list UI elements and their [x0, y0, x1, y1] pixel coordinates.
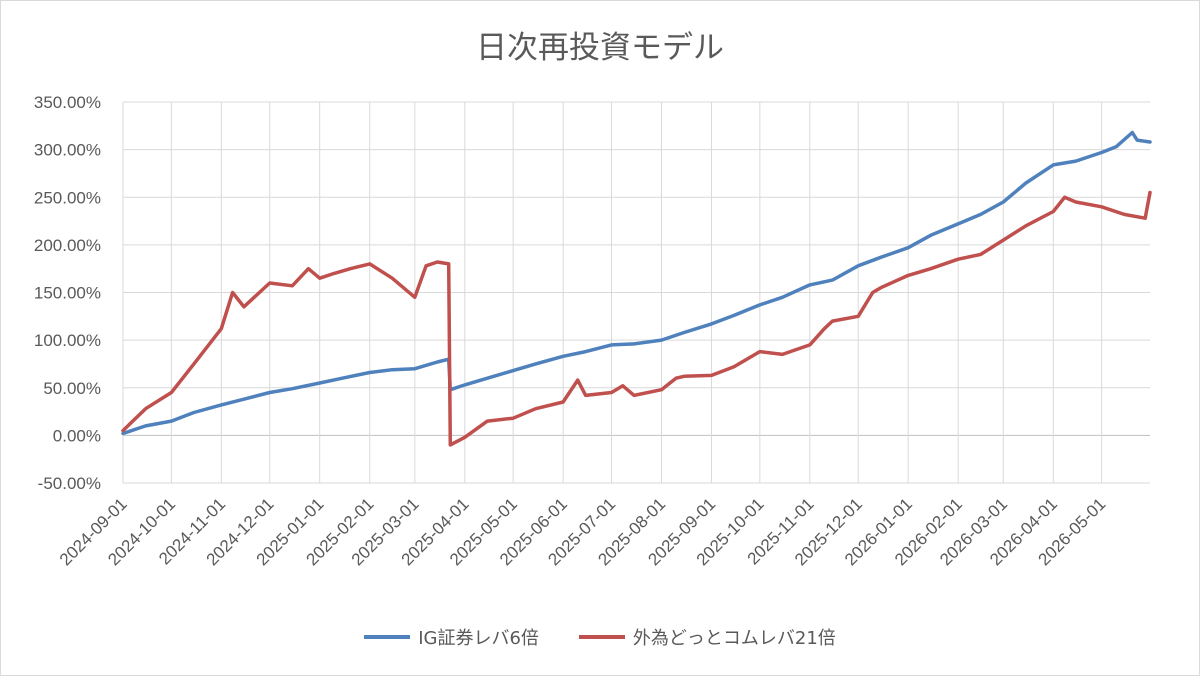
- series-lines: [121, 130, 1152, 447]
- legend-swatch-ig: [364, 635, 411, 639]
- legend-label-gaitame: 外為どっとコムレバ21倍: [632, 628, 836, 649]
- y-tick-label: 100.00%: [34, 331, 101, 350]
- chart-title: 日次再投資モデル: [476, 30, 724, 66]
- y-tick-label: 250.00%: [34, 188, 101, 207]
- y-tick-label: 200.00%: [34, 236, 101, 255]
- y-tick-label: 350.00%: [34, 93, 101, 112]
- legend-item-ig: IG証券レバ6倍: [364, 624, 539, 650]
- series-line-1: [121, 190, 1152, 447]
- y-tick-label: 150.00%: [34, 284, 101, 303]
- y-tick-label: 300.00%: [34, 141, 101, 160]
- legend: IG証券レバ6倍 外為どっとコムレバ21倍: [0, 624, 1200, 650]
- grid-lines: [122, 101, 1150, 484]
- legend-swatch-gaitame: [578, 635, 625, 639]
- x-axis-ticks: 2024-09-012024-10-012024-11-012024-12-01…: [56, 494, 1110, 569]
- series-line-0: [121, 130, 1152, 436]
- y-tick-label: 0.00%: [53, 426, 101, 445]
- y-tick-label: 50.00%: [43, 379, 101, 398]
- y-axis-ticks: 350.00% 300.00% 250.00% 200.00% 150.00% 100.0…: [34, 93, 101, 493]
- legend-item-gaitame: 外為どっとコムレバ21倍: [578, 624, 836, 650]
- legend-label-ig: IG証券レバ6倍: [418, 628, 539, 649]
- y-tick-label: -50.00%: [38, 474, 101, 493]
